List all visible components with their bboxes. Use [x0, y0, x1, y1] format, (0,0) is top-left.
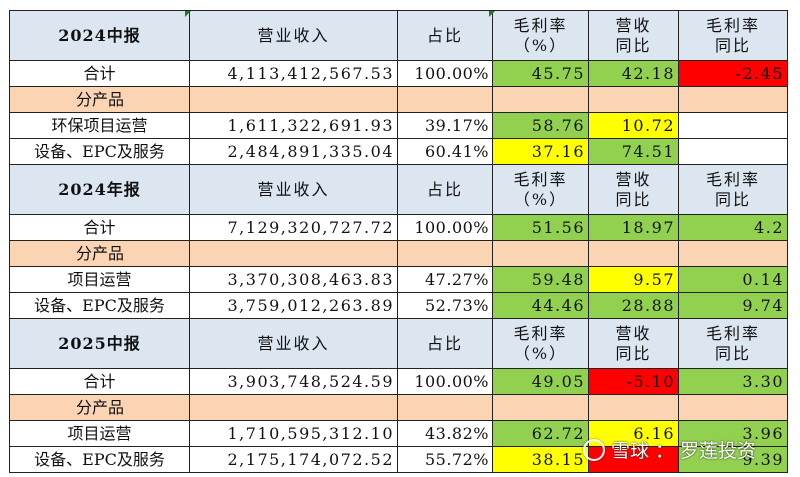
- comment-marker-icon: [489, 11, 495, 17]
- watermark-separator: ：: [655, 440, 675, 462]
- revenue-cell: 1,710,595,312.10: [189, 420, 398, 447]
- table-row: 设备、EPC及服务 3,759,012,263.89 52.73% 44.46 …: [9, 292, 788, 319]
- revenue-yoy-header: 营收 同比: [588, 10, 679, 61]
- margin-yoy-cell: 9.74: [678, 292, 788, 319]
- watermark-brand: 雪球: [611, 440, 650, 462]
- revenue-yoy-cell: 10.72: [588, 112, 679, 139]
- share-cell: 39.17%: [397, 112, 493, 139]
- row-label: 项目运营: [9, 266, 190, 293]
- margin-cell: 45.75: [492, 60, 589, 87]
- margin-yoy-cell: 3.96: [678, 420, 788, 447]
- revenue-header: 营业收入: [189, 318, 398, 369]
- margin-yoy-cell: 3.30: [678, 368, 788, 395]
- share-header: 占比: [397, 164, 493, 215]
- revenue-header: 营业收入: [189, 164, 398, 215]
- revenue-yoy-cell: 9.57: [588, 266, 679, 293]
- share-cell: 55.72%: [397, 446, 493, 473]
- subheader-label: 分产品: [9, 240, 190, 267]
- revenue-yoy-cell: 42.18: [588, 60, 679, 87]
- share-header: 占比: [397, 10, 493, 61]
- watermark: 雪球：罗莲投资: [583, 436, 756, 463]
- margin-yoy-cell: 0.14: [678, 266, 788, 293]
- revenue-cell: 3,759,012,263.89: [189, 292, 398, 319]
- revenue-cell: 4,113,412,567.53: [189, 60, 398, 87]
- margin-yoy-cell: 4.2: [678, 214, 788, 241]
- margin-cell: 44.46: [492, 292, 589, 319]
- subheader-row: 分产品: [9, 86, 788, 113]
- revenue-yoy-cell: 18.97: [588, 214, 679, 241]
- period-header: 2024中报: [9, 10, 190, 61]
- revenue-cell: 2,175,174,072.52: [189, 446, 398, 473]
- subheader-row: 分产品: [9, 394, 788, 421]
- table-row: 项目运营 1,710,595,312.10 43.82% 62.72 6.16 …: [9, 420, 788, 447]
- revenue-cell: 2,484,891,335.04: [189, 138, 398, 165]
- table-row: 环保项目运营 1,611,322,691.93 39.17% 58.76 10.…: [9, 112, 788, 139]
- share-cell: 100.00%: [397, 214, 493, 241]
- table-row: 项目运营 3,370,308,463.83 47.27% 59.48 9.57 …: [9, 266, 788, 293]
- revenue-cell: 3,370,308,463.83: [189, 266, 398, 293]
- financial-table: 2024中报 营业收入 占比 毛利率 （%） 营收 同比 毛利率 同比 合计 4…: [9, 10, 788, 473]
- row-label: 项目运营: [9, 420, 190, 447]
- revenue-yoy-cell: -5.10: [588, 368, 679, 395]
- table-row: 设备、EPC及服务 2,175,174,072.52 55.72% 38.15 …: [9, 446, 788, 473]
- margin-yoy-header: 毛利率 同比: [678, 10, 788, 61]
- table-row: 设备、EPC及服务 2,484,891,335.04 60.41% 37.16 …: [9, 138, 788, 165]
- section-header-row: 2024年报 营业收入 占比 毛利率 （%） 营收 同比 毛利率 同比: [9, 164, 788, 215]
- revenue-yoy-header: 营收 同比: [588, 164, 679, 215]
- subheader-label: 分产品: [9, 394, 190, 421]
- total-row: 合计 4,113,412,567.53 100.00% 45.75 42.18 …: [9, 60, 788, 87]
- revenue-yoy-cell: 74.51: [588, 138, 679, 165]
- period-header: 2025中报: [9, 318, 190, 369]
- snowball-logo-icon: [583, 438, 605, 461]
- revenue-cell: 3,903,748,524.59: [189, 368, 398, 395]
- margin-cell: 38.15: [492, 446, 589, 473]
- watermark-author: 罗莲投资: [680, 440, 757, 462]
- margin-header: 毛利率 （%）: [492, 10, 589, 61]
- margin-cell: 51.56: [492, 214, 589, 241]
- margin-yoy-cell: [678, 112, 788, 139]
- margin-header: 毛利率 （%）: [492, 164, 589, 215]
- row-label: 环保项目运营: [9, 112, 190, 139]
- period-header: 2024年报: [9, 164, 190, 215]
- subheader-label: 分产品: [9, 86, 190, 113]
- row-label: 合计: [9, 368, 190, 395]
- row-label: 设备、EPC及服务: [9, 138, 190, 165]
- share-cell: 43.82%: [397, 420, 493, 447]
- revenue-yoy-cell: 28.88: [588, 292, 679, 319]
- share-cell: 100.00%: [397, 368, 493, 395]
- margin-cell: 58.76: [492, 112, 589, 139]
- revenue-cell: 7,129,320,727.72: [189, 214, 398, 241]
- section-header-row: 2025中报 营业收入 占比 毛利率 （%） 营收 同比 毛利率 同比: [9, 318, 788, 369]
- margin-yoy-cell: [678, 138, 788, 165]
- revenue-yoy-header: 营收 同比: [588, 318, 679, 369]
- margin-yoy-header: 毛利率 同比: [678, 164, 788, 215]
- margin-cell: 37.16: [492, 138, 589, 165]
- margin-yoy-cell: -2.45: [678, 60, 788, 87]
- share-cell: 60.41%: [397, 138, 493, 165]
- total-row: 合计 7,129,320,727.72 100.00% 51.56 18.97 …: [9, 214, 788, 241]
- margin-cell: 59.48: [492, 266, 589, 293]
- share-cell: 47.27%: [397, 266, 493, 293]
- section-header-row: 2024中报 营业收入 占比 毛利率 （%） 营收 同比 毛利率 同比: [9, 10, 788, 61]
- revenue-header: 营业收入: [189, 10, 398, 61]
- revenue-cell: 1,611,322,691.93: [189, 112, 398, 139]
- margin-cell: 62.72: [492, 420, 589, 447]
- row-label: 设备、EPC及服务: [9, 292, 190, 319]
- row-label: 合计: [9, 60, 190, 87]
- share-cell: 100.00%: [397, 60, 493, 87]
- total-row: 合计 3,903,748,524.59 100.00% 49.05 -5.10 …: [9, 368, 788, 395]
- row-label: 设备、EPC及服务: [9, 446, 190, 473]
- margin-cell: 49.05: [492, 368, 589, 395]
- subheader-row: 分产品: [9, 240, 788, 267]
- margin-header: 毛利率 （%）: [492, 318, 589, 369]
- row-label: 合计: [9, 214, 190, 241]
- comment-marker-icon: [185, 11, 191, 17]
- margin-yoy-header: 毛利率 同比: [678, 318, 788, 369]
- share-cell: 52.73%: [397, 292, 493, 319]
- margin-yoy-cell: 9.39: [678, 446, 788, 473]
- share-header: 占比: [397, 318, 493, 369]
